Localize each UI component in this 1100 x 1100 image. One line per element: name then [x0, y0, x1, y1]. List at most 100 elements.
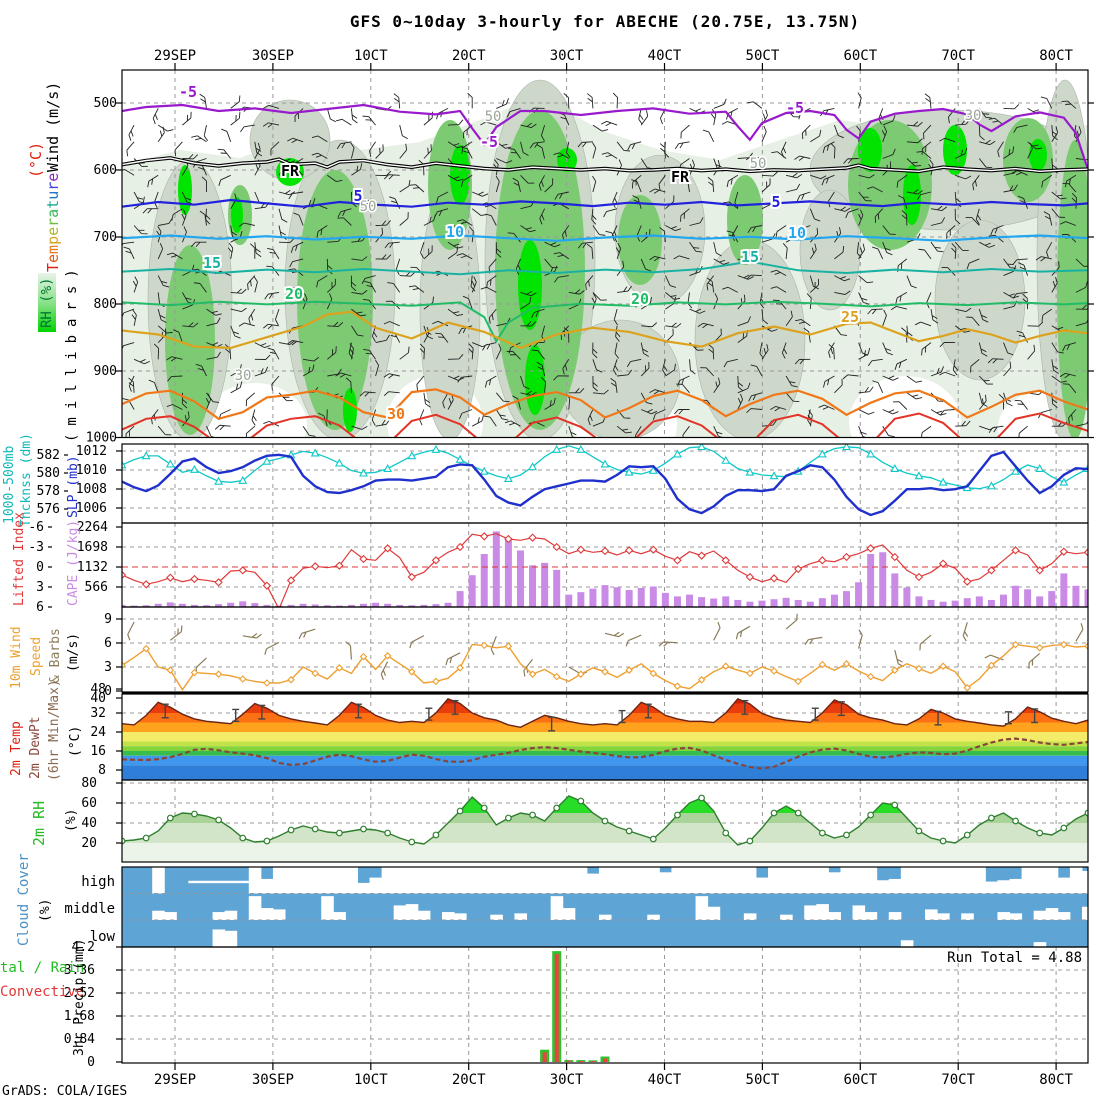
svg-text:1010: 1010	[76, 463, 107, 478]
svg-text:48: 48	[90, 682, 106, 697]
lifted-index-label: Lifted Index	[12, 512, 27, 606]
svg-text:20: 20	[631, 290, 649, 308]
svg-text:FR: FR	[671, 168, 690, 186]
rh2m-unit-label: (%)	[64, 808, 79, 832]
svg-text:700: 700	[94, 230, 117, 245]
svg-text:5: 5	[353, 187, 362, 205]
svg-text:60CT: 60CT	[843, 48, 877, 64]
temperature-letter: e	[44, 253, 62, 263]
svg-text:500: 500	[94, 96, 117, 111]
run-total: Run Total = 4.88	[947, 950, 1082, 966]
wind-axis-label: Wind (m/s)	[44, 81, 62, 172]
temperature-letter: m	[44, 244, 62, 254]
svg-text:5: 5	[771, 193, 780, 211]
svg-text:10: 10	[788, 224, 806, 242]
svg-text:-5: -5	[179, 83, 197, 101]
svg-text:16: 16	[90, 744, 106, 759]
temperature-letter: u	[44, 190, 62, 200]
svg-text:2264: 2264	[77, 520, 108, 535]
temperature-letter: r	[44, 217, 62, 227]
svg-text:0: 0	[36, 560, 44, 575]
svg-text:70CT: 70CT	[941, 1072, 975, 1088]
svg-text:40: 40	[90, 691, 106, 706]
svg-text:50CT: 50CT	[746, 48, 780, 64]
svg-text:50: 50	[485, 109, 502, 125]
svg-text:60CT: 60CT	[843, 1072, 877, 1088]
svg-text:80: 80	[81, 776, 97, 791]
svg-text:0: 0	[104, 684, 112, 699]
svg-text:1012: 1012	[76, 444, 107, 459]
temperature-letter: a	[44, 208, 62, 218]
svg-text:6: 6	[36, 600, 44, 615]
svg-text:70CT: 70CT	[941, 48, 975, 64]
svg-text:582: 582	[37, 448, 60, 463]
rh-legend: RH (%)	[38, 273, 56, 332]
rh2m-label: 2m RH	[30, 800, 48, 846]
cloud-row-low: low	[89, 929, 115, 945]
svg-text:30SEP: 30SEP	[252, 1072, 294, 1088]
temperature-axis-label: Temperature	[44, 173, 62, 272]
svg-text:10CT: 10CT	[354, 1072, 388, 1088]
t2m-label: 2m Temp	[9, 721, 24, 776]
precip-axis-label: 3hr Precip (mm)	[72, 938, 87, 1056]
page-title: GFS 0~10day 3-hourly for ABECHE (20.75E,…	[349, 12, 861, 31]
svg-text:-6: -6	[28, 520, 44, 535]
svg-text:1000: 1000	[86, 431, 117, 446]
svg-text:10: 10	[446, 223, 464, 241]
barbs-label: & Barbs	[48, 628, 63, 683]
svg-text:29SEP: 29SEP	[154, 48, 196, 64]
svg-text:2.52: 2.52	[64, 986, 95, 1001]
cloud-row-middle: middle	[64, 901, 115, 917]
svg-text:1698: 1698	[77, 540, 108, 555]
millibars-axis-label: (millibars)	[64, 261, 80, 442]
slp-axis-label: SLP (mb)	[66, 455, 81, 518]
svg-text:60: 60	[81, 796, 97, 811]
svg-text:-3: -3	[28, 540, 44, 555]
svg-text:25: 25	[841, 308, 859, 326]
svg-text:32: 32	[90, 706, 106, 721]
svg-text:0.84: 0.84	[64, 1032, 95, 1047]
temperature-letter: t	[44, 199, 62, 209]
temperature-letter: T	[44, 262, 62, 272]
wind10m-unit-label: (m/s)	[66, 632, 81, 672]
svg-text:0: 0	[87, 1055, 95, 1070]
svg-text:30SEP: 30SEP	[252, 48, 294, 64]
svg-text:20CT: 20CT	[452, 1072, 486, 1088]
svg-text:40CT: 40CT	[648, 1072, 682, 1088]
temperature-letter: e	[44, 172, 62, 182]
svg-text:3: 3	[36, 580, 44, 595]
svg-text:20CT: 20CT	[452, 48, 486, 64]
svg-text:900: 900	[94, 364, 117, 379]
temperature-letter: e	[44, 226, 62, 236]
svg-text:-5: -5	[786, 99, 804, 117]
svg-text:1132: 1132	[77, 560, 108, 575]
svg-text:-5: -5	[480, 133, 498, 151]
svg-text:6: 6	[104, 636, 112, 651]
svg-text:1.68: 1.68	[64, 1009, 95, 1024]
cape-axis-label: CAPE (J/kg)	[66, 519, 81, 606]
svg-text:30: 30	[387, 405, 405, 423]
minmax-label: (6hr Min/Max)	[47, 679, 62, 781]
svg-text:580: 580	[37, 466, 60, 481]
wind10m-label-1: 10m Wind	[9, 626, 24, 689]
svg-text:80CT: 80CT	[1039, 1072, 1073, 1088]
temp-unit-label: (°C)	[27, 141, 45, 178]
t2m-unit-label: (°C)	[68, 725, 83, 757]
svg-text:FR: FR	[281, 162, 300, 180]
svg-text:29SEP: 29SEP	[154, 1072, 196, 1088]
svg-text:20: 20	[81, 836, 97, 851]
temperature-letter: r	[44, 181, 62, 191]
svg-text:576: 576	[37, 502, 60, 517]
svg-text:15: 15	[203, 254, 221, 272]
svg-text:600: 600	[94, 163, 117, 178]
svg-text:10CT: 10CT	[354, 48, 388, 64]
svg-text:3.36: 3.36	[64, 963, 95, 978]
svg-text:3: 3	[104, 660, 112, 675]
svg-text:30CT: 30CT	[550, 48, 584, 64]
cloud-cover-label: Cloud Cover	[16, 853, 32, 946]
dewpt-label: 2m DewPt	[28, 716, 43, 779]
svg-text:30CT: 30CT	[550, 1072, 584, 1088]
wind10m-label-2: Speed	[29, 636, 44, 676]
cloud-row-high: high	[81, 874, 115, 890]
svg-text:578: 578	[37, 484, 60, 499]
